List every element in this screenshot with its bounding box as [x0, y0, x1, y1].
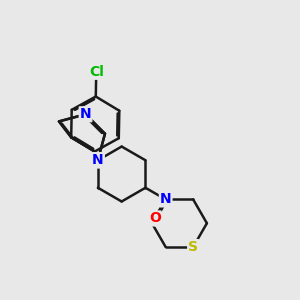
Text: S: S [188, 240, 198, 254]
Text: O: O [149, 212, 161, 226]
Text: N: N [80, 107, 91, 121]
Text: Cl: Cl [89, 65, 104, 79]
Text: N: N [92, 153, 104, 167]
Text: N: N [160, 192, 172, 206]
Text: N: N [92, 153, 104, 167]
